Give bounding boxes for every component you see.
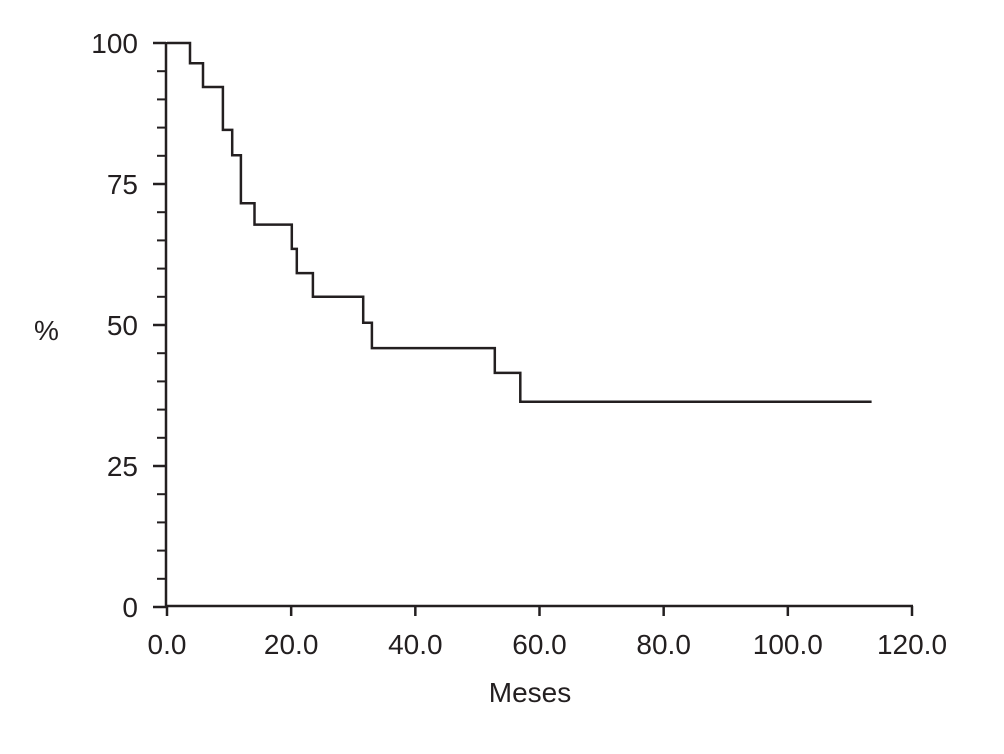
x-axis-title: Meses — [488, 677, 572, 708]
y-tick-label: 25 — [107, 451, 138, 482]
y-tick-label: 75 — [107, 169, 138, 200]
x-tick-label: 40.0 — [388, 629, 443, 660]
survival-step-curve — [167, 41, 872, 403]
x-tick-label: 20.0 — [264, 629, 319, 660]
x-tick-label: 100.0 — [753, 629, 823, 660]
x-tick-label: 120.0 — [877, 629, 947, 660]
x-tick-label: 0.0 — [148, 629, 187, 660]
y-tick-label: 0 — [122, 592, 138, 623]
y-axis-title: % — [34, 315, 59, 346]
x-tick-label: 80.0 — [636, 629, 691, 660]
y-tick-label: 50 — [107, 310, 138, 341]
x-tick-label: 60.0 — [512, 629, 567, 660]
y-tick-label: 100 — [91, 28, 138, 59]
